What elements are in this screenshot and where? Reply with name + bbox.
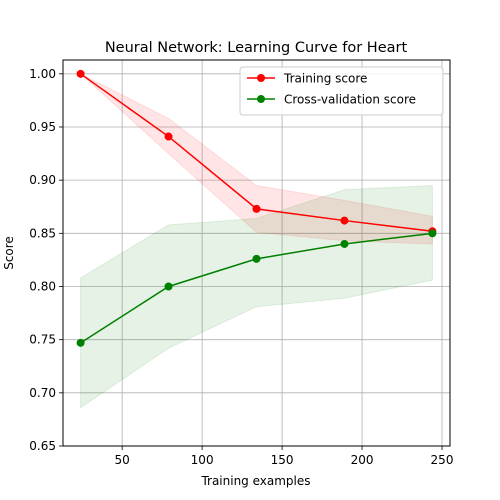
series-markers [76,69,437,347]
data-point-0 [340,216,349,225]
data-point-1 [252,254,261,263]
data-point-1 [164,282,173,291]
chart-title: Neural Network: Learning Curve for Heart [105,40,408,56]
data-point-0 [164,132,173,141]
data-point-1 [340,239,349,248]
y-tick-label: 0.90 [29,173,56,187]
y-tick-label: 0.75 [29,333,56,347]
legend-box [239,66,444,116]
y-tick-label: 0.70 [29,386,56,400]
x-tick-label: 200 [351,453,374,467]
x-tick-label: 100 [191,453,214,467]
x-tick-label: 250 [431,453,454,467]
y-tick-label: 1.00 [29,67,56,81]
x-axis-ticks: 50 100 150 200 250 [115,446,454,467]
data-point-1 [428,229,437,238]
y-tick-label: 0.95 [29,120,56,134]
data-point-0 [252,204,261,213]
x-axis-label: Training examples [200,474,310,488]
y-tick-label: 0.65 [29,439,56,453]
legend-label-training: Training score [283,72,367,86]
x-tick-label: 150 [271,453,294,467]
plot-area-background [63,60,450,446]
legend: Training score Cross-validation score [239,66,444,116]
data-point-0 [76,69,85,78]
legend-swatch-marker-training [257,74,265,82]
y-tick-label: 0.85 [29,226,56,240]
data-point-1 [76,338,85,347]
x-tick-label: 50 [115,453,130,467]
legend-swatch-marker-validation [257,95,265,103]
y-axis-label: Score [2,236,16,270]
legend-label-validation: Cross-validation score [284,93,416,107]
plot-frame [62,59,451,447]
y-axis-ticks: 0.65 0.70 0.75 0.80 0.85 0.90 0.95 1.00 [29,67,63,453]
y-tick-label: 0.80 [29,279,56,293]
